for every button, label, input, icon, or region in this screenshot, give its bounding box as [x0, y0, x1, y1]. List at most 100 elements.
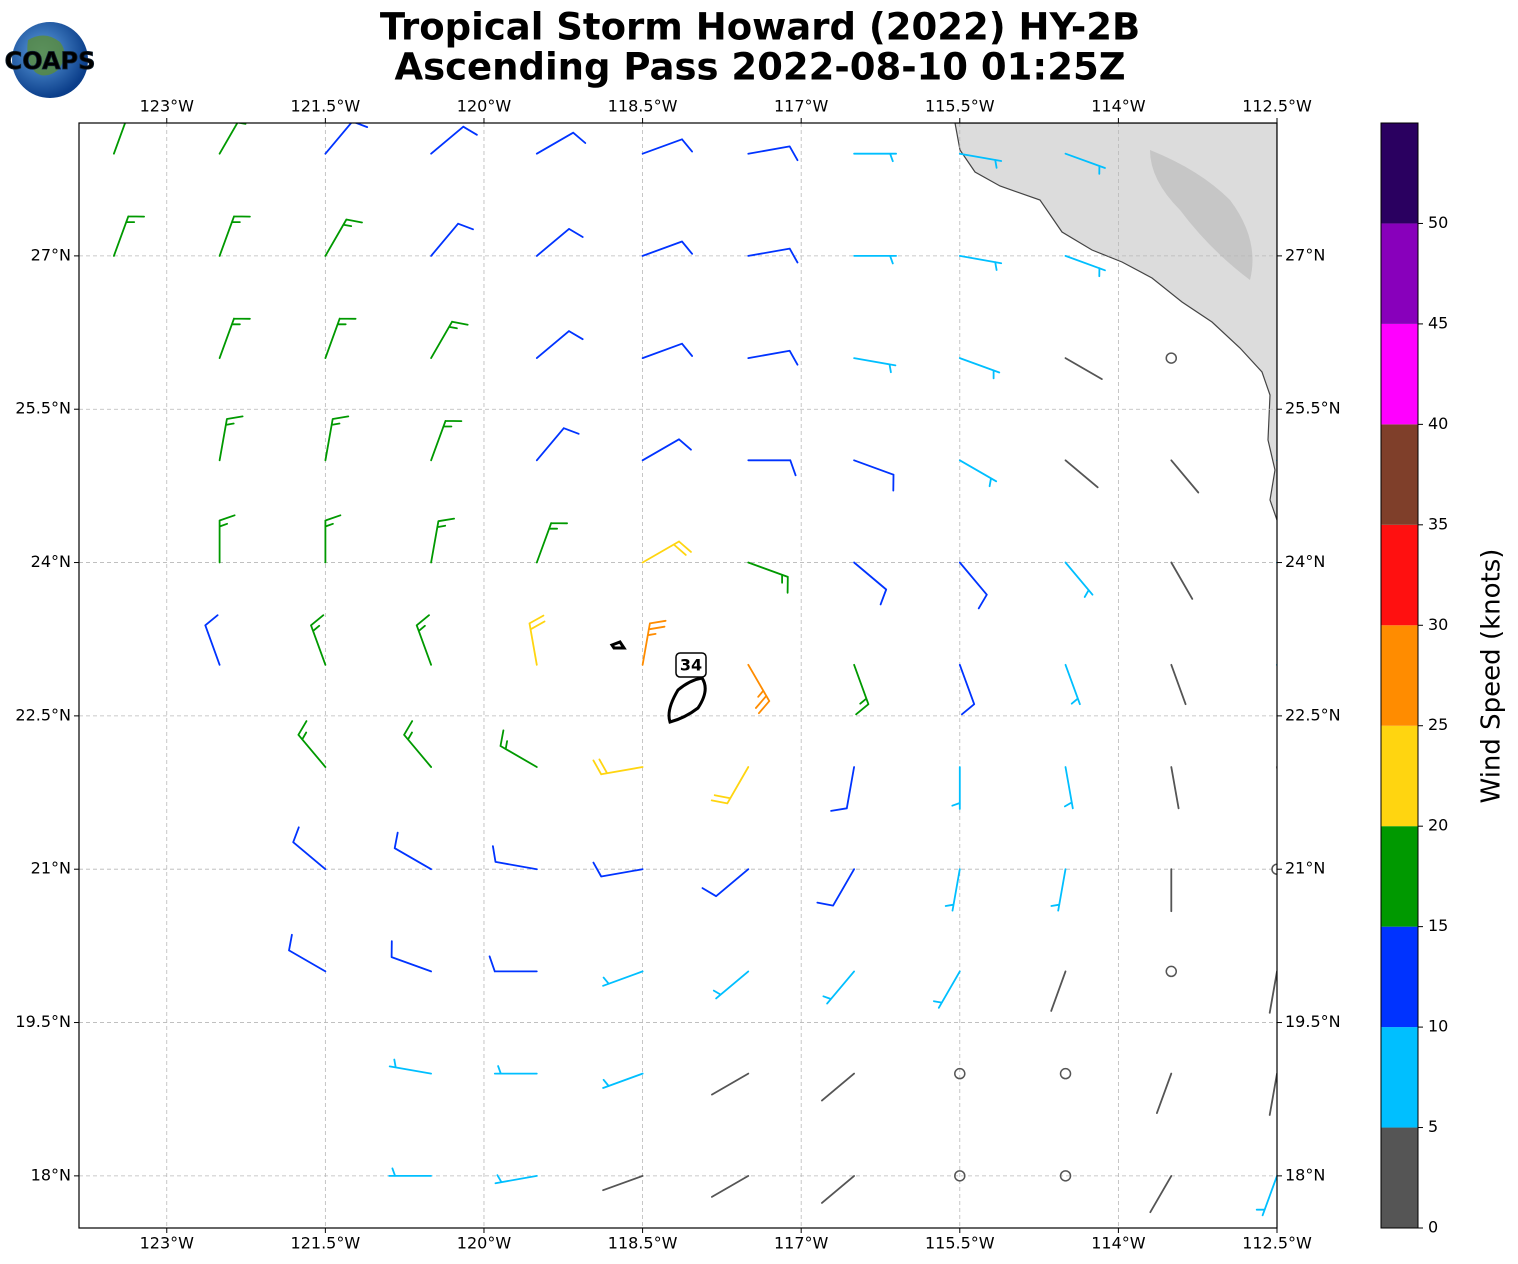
wind-barb: [1170, 459, 1200, 494]
wind-barb: [710, 766, 750, 805]
wind-barb: [747, 247, 799, 264]
wind-barb: [310, 614, 327, 666]
wind-barb: [430, 420, 463, 462]
wind-barb: [853, 663, 870, 716]
y-tick-label: 21°N: [31, 859, 71, 878]
wind-barb: [1064, 357, 1103, 380]
y-tick-label-right: 21°N: [1285, 859, 1325, 878]
wind-barb: [958, 561, 988, 610]
wind-barb: [324, 317, 357, 359]
colorbar: 0 5 10 15 20 25 30 35 40 45 50: [1380, 122, 1448, 1237]
wind-barb: [602, 970, 644, 987]
wind-barb: [415, 614, 432, 666]
wind-barb: [1064, 561, 1094, 598]
wind-barb: [853, 357, 897, 374]
calm-marker: [1271, 863, 1277, 875]
colorbar-label: Wind Speed (knots): [1477, 549, 1507, 804]
wind-barb: [535, 228, 584, 257]
wind-barb: [747, 663, 771, 715]
wind-barb: [535, 330, 584, 359]
wind-barb: [711, 1175, 750, 1198]
wind-barb: [1064, 459, 1099, 489]
calm-marker: [1059, 1067, 1072, 1080]
wind-barb: [1050, 868, 1067, 912]
calm-marker: [1165, 965, 1178, 978]
colorbar-segment: [1381, 524, 1418, 626]
colorbar-segment: [1381, 424, 1418, 525]
wind-barb: [602, 1175, 644, 1192]
wind-barb: [602, 1072, 644, 1089]
wind-barb: [747, 459, 797, 477]
wind-barb: [204, 614, 221, 666]
wind-barb: [1255, 1175, 1277, 1217]
colorbar-tick-label: 25: [1428, 715, 1448, 734]
map-frame: [78, 122, 1278, 1229]
calm-marker: [1059, 1170, 1072, 1182]
wind-barb: [641, 540, 692, 564]
grid: [79, 123, 1278, 1228]
y-tick-label: 22.5°N: [15, 705, 71, 724]
colorbar-segment: [1381, 926, 1418, 1028]
y-tick-label: 25.5°N: [15, 399, 71, 418]
wind-barb: [641, 619, 667, 666]
land: [954, 123, 1277, 521]
y-tick-label-right: 24°N: [1285, 552, 1325, 571]
colorbar-tick-label: 5: [1428, 1117, 1438, 1136]
wind-barb: [535, 522, 568, 564]
wind-barb: [958, 357, 1001, 380]
x-tick-label-top: 114°W: [1091, 97, 1146, 116]
x-tick-label: 117°W: [774, 1234, 829, 1253]
y-tick-label: 24°N: [31, 552, 71, 571]
calm-marker: [954, 1067, 966, 1080]
y-tick-label-right: 18°N: [1285, 1165, 1325, 1184]
colorbar-tick-label: 20: [1428, 816, 1448, 835]
wind-barb: [1170, 766, 1180, 810]
wind-barb: [853, 255, 897, 265]
y-tick-label-right: 25.5°N: [1285, 399, 1341, 418]
wind-barb: [297, 720, 327, 768]
wind-barb: [218, 514, 236, 564]
logo-land: [27, 35, 65, 76]
colorbar-tick-label: 10: [1428, 1017, 1448, 1036]
x-tick-label-top: 121.5°W: [291, 97, 361, 116]
wind-barb: [324, 218, 363, 257]
wind-barb: [535, 131, 587, 155]
y-tick-label: 27°N: [31, 245, 71, 264]
x-tick-label: 114°W: [1091, 1234, 1146, 1253]
colorbar-segment: [1381, 123, 1418, 224]
wind-barb: [113, 123, 127, 155]
logo-text: COAPS: [5, 47, 96, 75]
wind-barb: [641, 342, 693, 359]
wind-barb: [944, 868, 961, 912]
x-tick-label: 115.5°W: [925, 1234, 995, 1253]
x-tick-label-top: 115.5°W: [925, 97, 995, 116]
wind-barb: [494, 1174, 538, 1185]
wind-barb: [592, 861, 644, 878]
wind-barb: [958, 152, 1003, 169]
title: Tropical Storm Howard (2022) HY-2B: [380, 6, 1140, 49]
colorbar-tick-label: 35: [1428, 514, 1448, 533]
y-tick-label-right: 22.5°N: [1285, 705, 1341, 724]
y-tick-label-right: 19.5°N: [1285, 1012, 1341, 1031]
wind-barb: [747, 349, 799, 366]
wind-barb: [1276, 766, 1277, 773]
wind-barb: [493, 1065, 538, 1075]
contour-label-box: [675, 652, 707, 678]
wind-barb: [393, 831, 432, 871]
x-tick-label-top: 112.5°W: [1242, 97, 1312, 116]
wind-barb: [958, 255, 1003, 271]
wind-barb: [403, 720, 432, 768]
wind-barb: [641, 240, 693, 257]
y-tick-label: 19.5°N: [15, 1012, 71, 1031]
wind-barb: [711, 1072, 750, 1096]
wind-barb: [430, 222, 474, 257]
contour-line: [609, 640, 707, 724]
wind-barb: [822, 970, 855, 1005]
wind-barb: [958, 459, 998, 488]
wind-barb: [1149, 1175, 1173, 1214]
wind-barb: [1170, 663, 1187, 706]
wind-barb: [499, 729, 538, 768]
x-tick-label: 112.5°W: [1242, 1234, 1312, 1253]
colorbar-segment: [1381, 725, 1418, 827]
